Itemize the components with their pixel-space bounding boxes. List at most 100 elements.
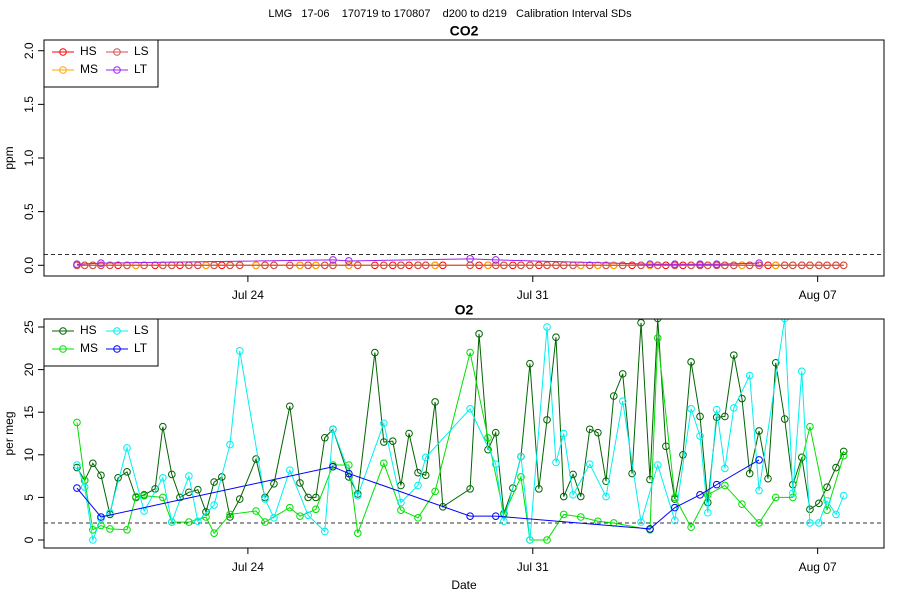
data-point bbox=[653, 461, 662, 469]
data-point bbox=[97, 259, 105, 267]
data-point bbox=[296, 512, 304, 520]
series-line bbox=[76, 459, 760, 530]
data-point bbox=[771, 358, 780, 367]
data-point bbox=[89, 525, 97, 534]
data-point bbox=[628, 469, 636, 478]
data-point bbox=[466, 348, 474, 357]
data-point bbox=[431, 487, 439, 496]
data-point bbox=[696, 412, 704, 421]
data-point bbox=[618, 261, 627, 270]
x-tick-label: Jul 31 bbox=[517, 560, 549, 574]
page-title: LMG 17-06 170719 to 170807 d200 to d219 … bbox=[268, 8, 632, 20]
data-point bbox=[526, 536, 534, 544]
data-point bbox=[730, 404, 738, 412]
data-point bbox=[712, 480, 721, 489]
data-point bbox=[543, 323, 551, 331]
data-point bbox=[696, 432, 704, 440]
data-point bbox=[73, 260, 81, 269]
data-point bbox=[296, 479, 304, 487]
data-point bbox=[687, 261, 695, 270]
data-point bbox=[789, 261, 797, 270]
data-point bbox=[832, 261, 840, 270]
data-point bbox=[484, 433, 492, 442]
data-point bbox=[304, 511, 312, 520]
data-point bbox=[123, 444, 131, 452]
data-point bbox=[637, 518, 645, 526]
plot-frame bbox=[43, 318, 885, 549]
data-point bbox=[755, 456, 763, 464]
data-point bbox=[806, 505, 814, 514]
data-point bbox=[653, 334, 662, 342]
data-point bbox=[431, 398, 439, 406]
data-point bbox=[106, 261, 114, 270]
y-axis-label: per meg bbox=[2, 411, 16, 455]
data-point bbox=[270, 514, 278, 522]
data-point bbox=[261, 495, 269, 503]
data-point bbox=[321, 433, 329, 442]
data-point bbox=[210, 529, 218, 537]
y-tick-label: 0.0 bbox=[22, 257, 36, 274]
data-point bbox=[202, 508, 210, 516]
data-point bbox=[194, 517, 202, 526]
data-point bbox=[421, 453, 430, 462]
data-point bbox=[602, 477, 610, 486]
data-point bbox=[500, 261, 508, 270]
data-point bbox=[552, 333, 560, 342]
data-point bbox=[806, 422, 814, 431]
data-point bbox=[806, 261, 814, 270]
data-point bbox=[797, 261, 806, 270]
legend-marker bbox=[113, 66, 121, 74]
data-point bbox=[585, 425, 594, 434]
data-point bbox=[679, 450, 687, 459]
data-point bbox=[703, 261, 712, 270]
data-point bbox=[721, 481, 729, 490]
data-point bbox=[543, 536, 551, 544]
data-point bbox=[755, 259, 763, 267]
panel-title: CO2 bbox=[450, 23, 479, 39]
data-point bbox=[815, 499, 823, 508]
data-point bbox=[140, 491, 148, 500]
data-point bbox=[755, 427, 763, 435]
data-point bbox=[321, 527, 329, 536]
data-point bbox=[97, 261, 105, 270]
y-tick-label: 1.0 bbox=[22, 149, 36, 166]
data-point bbox=[123, 261, 131, 270]
data-point bbox=[602, 492, 610, 501]
x-axis-label: Date bbox=[451, 578, 477, 592]
data-point bbox=[535, 485, 543, 493]
data-point bbox=[745, 371, 754, 380]
data-point bbox=[329, 256, 337, 264]
data-point bbox=[345, 461, 353, 469]
data-point bbox=[687, 358, 695, 366]
data-point bbox=[421, 471, 430, 480]
data-point bbox=[329, 261, 337, 270]
panel-title: O2 bbox=[455, 302, 474, 318]
legend-marker bbox=[59, 327, 67, 335]
data-point bbox=[159, 422, 167, 431]
y-axis-label: ppm bbox=[2, 146, 16, 169]
data-point bbox=[602, 261, 610, 270]
data-point bbox=[755, 486, 763, 495]
data-point bbox=[559, 510, 568, 519]
data-point bbox=[491, 512, 500, 520]
data-point bbox=[371, 348, 379, 357]
data-point bbox=[106, 508, 114, 517]
data-point bbox=[839, 447, 848, 456]
data-point bbox=[106, 525, 114, 533]
data-point bbox=[696, 491, 704, 499]
data-point bbox=[329, 462, 337, 471]
x-tick-label: Aug 07 bbox=[799, 288, 837, 302]
data-point bbox=[235, 495, 244, 503]
data-point bbox=[653, 261, 662, 270]
data-point bbox=[380, 261, 388, 270]
data-point bbox=[491, 460, 500, 468]
plot-data bbox=[73, 255, 848, 270]
data-point bbox=[123, 468, 131, 476]
data-point bbox=[80, 261, 89, 270]
data-point bbox=[730, 261, 738, 270]
data-point bbox=[780, 319, 789, 323]
data-point bbox=[353, 491, 362, 500]
data-point bbox=[73, 461, 81, 469]
data-point bbox=[304, 261, 312, 270]
data-point bbox=[132, 492, 140, 501]
